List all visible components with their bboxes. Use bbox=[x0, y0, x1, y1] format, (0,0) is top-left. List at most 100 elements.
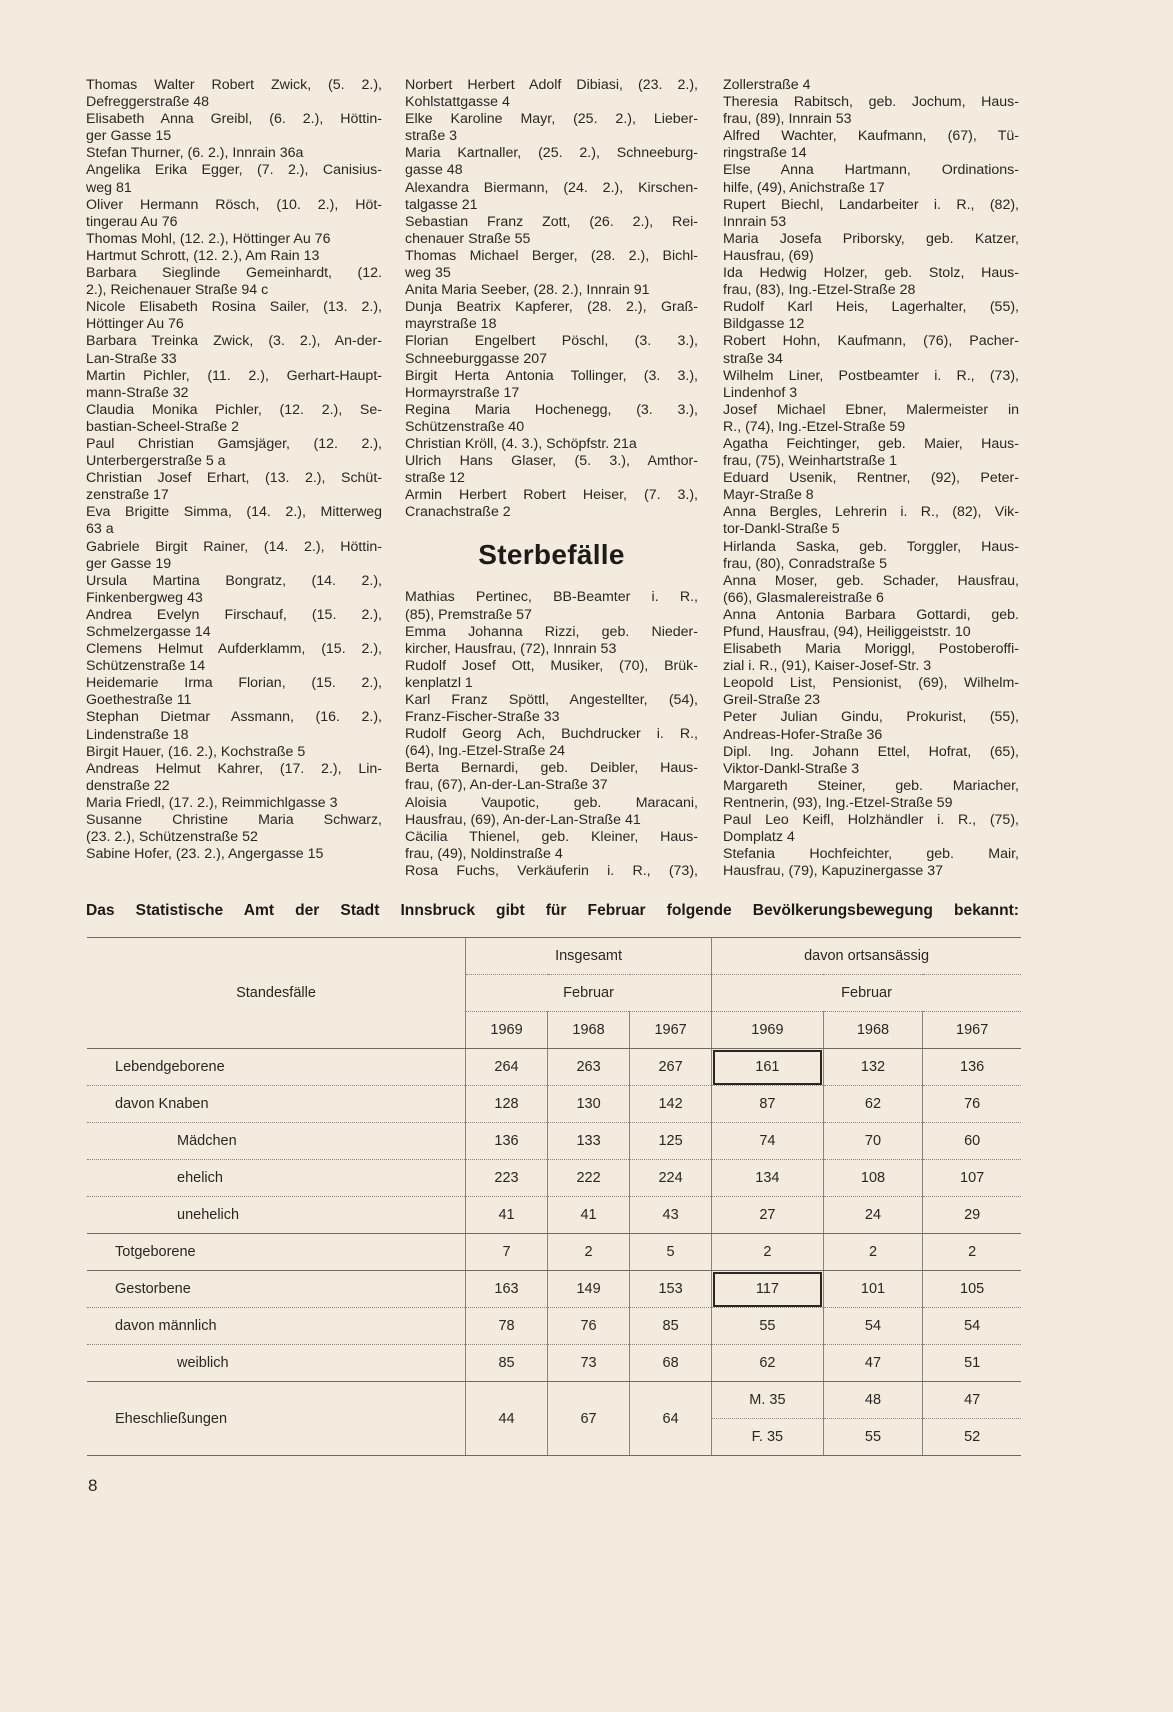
entry-line: Stefania Hochfeichter, geb. Mair, bbox=[723, 846, 1019, 863]
register-entry: Ursula Martina Bongratz, (14. 2.), Finken… bbox=[86, 573, 382, 607]
table-cell: 133 bbox=[547, 1122, 630, 1160]
entry-line: Christian Kröll, (4. 3.), Schöpfstr. 21a bbox=[405, 435, 637, 452]
entry-line: Elisabeth Maria Moriggl, Postoberoffi- bbox=[723, 641, 1019, 658]
entry-line: (64), Ing.-Etzel-Straße 24 bbox=[405, 743, 566, 760]
entry-line: Greil-Straße 23 bbox=[723, 692, 820, 709]
table-row: ehelich 223 222 224 134 108 107 bbox=[87, 1159, 1021, 1197]
register-entry: Heidemarie Irma Florian, (15. 2.), Goethe… bbox=[86, 675, 382, 709]
register-entry: Andreas Helmut Kahrer, (17. 2.), Lin-den… bbox=[86, 761, 382, 795]
entry-line: Cäcilia Thienel, geb. Kleiner, Haus- bbox=[405, 828, 698, 845]
table-cell: 29 bbox=[922, 1196, 1021, 1234]
entry-line: Norbert Herbert Adolf Dibiasi, (23. 2.), bbox=[405, 77, 698, 93]
table-cell: 41 bbox=[547, 1196, 630, 1234]
entry-line: Birgit Herta Antonia Tollinger, (3. 3.), bbox=[405, 367, 698, 384]
group-header-total: Insgesamt bbox=[464, 937, 712, 975]
entry-line: Schmelzergasse 14 bbox=[86, 624, 211, 640]
register-entry: Eduard Usenik, Rentner, (92), Peter- Mayr… bbox=[723, 470, 1019, 504]
entry-line: Paul Leo Keifl, Holzhändler i. R., (75), bbox=[723, 812, 1019, 829]
register-entry: Karl Franz Spöttl, Angestellter, (54), Fr… bbox=[405, 692, 698, 726]
entry-line: denstraße 22 bbox=[86, 777, 170, 794]
entry-line: (66), Glasmalereistraße 6 bbox=[723, 589, 884, 606]
register-entry: Barbara Sieglinde Gemeinhardt, (12. 2.), … bbox=[86, 265, 382, 299]
entry-line: Rentnerin, (93), Ing.-Etzel-Straße 59 bbox=[723, 794, 953, 811]
register-entry: Armin Herbert Robert Heiser, (7. 3.), Cra… bbox=[405, 487, 698, 521]
register-entry: Alfred Wachter, Kaufmann, (67), Tü-rings… bbox=[723, 128, 1019, 162]
register-entry: Ulrich Hans Glaser, (5. 3.), Amthor-stra… bbox=[405, 453, 698, 487]
table-row: Totgeborene 7 2 5 2 2 2 bbox=[87, 1233, 1021, 1271]
entry-line: Rudolf Karl Heis, Lagerhalter, (55), bbox=[723, 299, 1019, 316]
row-label: Lebendgeborene bbox=[87, 1048, 466, 1086]
table-cell: 108 bbox=[822, 1159, 923, 1197]
table-cell: 68 bbox=[629, 1344, 712, 1382]
entry-line: Karl Franz Spöttl, Angestellter, (54), bbox=[405, 692, 698, 708]
entry-line: Sabine Hofer, (23. 2.), Angergasse 15 bbox=[86, 846, 324, 863]
entry-line: Leopold List, Pensionist, (69), Wilhelm- bbox=[723, 675, 1019, 692]
register-entry: Anna Moser, geb. Schader, Hausfrau, (66),… bbox=[723, 573, 1019, 607]
table-cell: 74 bbox=[711, 1122, 824, 1160]
entry-line: Unterbergerstraße 5 a bbox=[86, 453, 226, 470]
table-cell: 47 bbox=[822, 1344, 923, 1382]
table-cell: 85 bbox=[629, 1307, 712, 1345]
table-cell: 78 bbox=[464, 1307, 548, 1345]
year-header: 1967 bbox=[629, 1011, 712, 1049]
table-cell: 2 bbox=[822, 1233, 923, 1271]
entry-line: Elisabeth Anna Greibl, (6. 2.), Höttin- bbox=[86, 111, 382, 128]
register-entry: Ida Hedwig Holzer, geb. Stolz, Haus-frau… bbox=[723, 265, 1019, 299]
table-cell: 130 bbox=[547, 1085, 630, 1123]
register-entry: Sabine Hofer, (23. 2.), Angergasse 15 bbox=[86, 846, 382, 863]
entry-line: Thomas Walter Robert Zwick, (5. 2.), bbox=[86, 77, 382, 93]
table-cell: 5 bbox=[629, 1233, 712, 1271]
register-entry: Norbert Herbert Adolf Dibiasi, (23. 2.),… bbox=[405, 77, 698, 111]
section-heading-deaths: Sterbefälle bbox=[478, 539, 625, 571]
year-header: 1969 bbox=[711, 1011, 824, 1049]
register-entry: Elisabeth Maria Moriggl, Postoberoffi-zi… bbox=[723, 641, 1019, 675]
table-title: Das Statistische Amt der Stadt Innsbruck… bbox=[86, 902, 1019, 919]
table-row: F. 35 55 52 bbox=[87, 1418, 1021, 1456]
table-cell: 70 bbox=[822, 1122, 923, 1160]
entry-line: talgasse 21 bbox=[405, 196, 478, 213]
entry-line: Rupert Biechl, Landarbeiter i. R., (82), bbox=[723, 196, 1019, 213]
table-cell: 7 bbox=[464, 1233, 548, 1271]
entry-line: Maria Josefa Priborsky, geb. Katzer, bbox=[723, 230, 1019, 247]
entry-line: Anita Maria Seeber, (28. 2.), Innrain 91 bbox=[405, 282, 650, 299]
table-row: weiblich 85 73 68 62 47 51 bbox=[87, 1344, 1021, 1382]
entry-line: frau, (83), Ing.-Etzel-Straße 28 bbox=[723, 282, 916, 299]
row-label: unehelich bbox=[87, 1196, 466, 1234]
entry-line: Maria Friedl, (17. 2.), Reimmichlgasse 3 bbox=[86, 794, 338, 811]
table-cell: 142 bbox=[629, 1085, 712, 1123]
entry-line: Hartmut Schrott, (12. 2.), Am Rain 13 bbox=[86, 247, 320, 264]
table-cell: 54 bbox=[922, 1307, 1021, 1345]
row-label: davon Knaben bbox=[87, 1085, 466, 1123]
table-cell: 136 bbox=[464, 1122, 548, 1160]
register-entry: Maria Friedl, (17. 2.), Reimmichlgasse 3 bbox=[86, 795, 382, 812]
table-cell: 101 bbox=[822, 1270, 923, 1308]
entry-line: R., (74), Ing.-Etzel-Straße 59 bbox=[723, 418, 906, 435]
register-entry: Rudolf Karl Heis, Lagerhalter, (55), Bild… bbox=[723, 299, 1019, 333]
table-cell: 27 bbox=[711, 1196, 824, 1234]
table-cell: 125 bbox=[629, 1122, 712, 1160]
register-entry: Rudolf Georg Ach, Buchdrucker i. R., (64)… bbox=[405, 726, 698, 760]
month-header: Februar bbox=[711, 974, 1021, 1012]
table-cell: 263 bbox=[547, 1048, 630, 1086]
table-cell: 85 bbox=[464, 1344, 548, 1382]
entry-line: ger Gasse 15 bbox=[86, 128, 172, 145]
table-cell: 134 bbox=[711, 1159, 824, 1197]
table-row: Gestorbene 163 149 153 117 101 105 bbox=[87, 1270, 1021, 1308]
register-entry: Paul Christian Gamsjäger, (12. 2.), Unter… bbox=[86, 436, 382, 470]
register-entry: Hartmut Schrott, (12. 2.), Am Rain 13 bbox=[86, 248, 382, 265]
register-entry: Paul Leo Keifl, Holzhändler i. R., (75),… bbox=[723, 812, 1019, 846]
table-cell: 264 bbox=[464, 1048, 548, 1086]
table-cell: 2 bbox=[711, 1233, 824, 1271]
entry-line: Clemens Helmut Aufderklamm, (15. 2.), bbox=[86, 641, 382, 658]
table-cell: 24 bbox=[822, 1196, 923, 1234]
entry-line: tor-Dankl-Straße 5 bbox=[723, 521, 840, 538]
table-cell: 105 bbox=[922, 1270, 1021, 1308]
entry-line: Claudia Monika Pichler, (12. 2.), Se- bbox=[86, 401, 382, 418]
register-entry: Wilhelm Liner, Postbeamter i. R., (73), L… bbox=[723, 368, 1019, 402]
entry-line: Josef Michael Ebner, Malermeister in bbox=[723, 401, 1019, 418]
table-row: Eheschließungen 44 67 64 M. 35 48 47 bbox=[87, 1381, 1021, 1456]
register-entry: Maria Josefa Priborsky, geb. Katzer, Haus… bbox=[723, 231, 1019, 265]
entry-line: Cranachstraße 2 bbox=[405, 504, 511, 521]
entry-line: Thomas Mohl, (12. 2.), Höttinger Au 76 bbox=[86, 230, 331, 247]
entry-line: Stefan Thurner, (6. 2.), Innrain 36a bbox=[86, 145, 304, 162]
